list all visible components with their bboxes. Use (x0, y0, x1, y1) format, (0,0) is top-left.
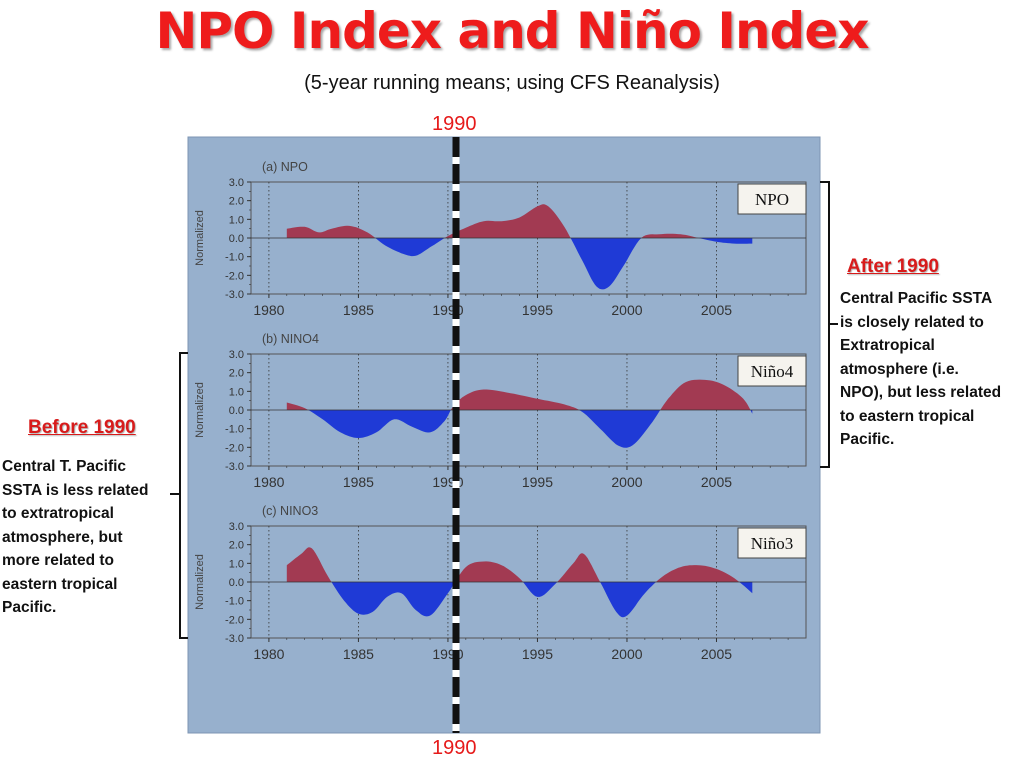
marker-year-label-bottom: 1990 (432, 737, 477, 759)
x-tick-label: 1980 (253, 474, 284, 490)
y-tick-label: 0.0 (229, 233, 244, 245)
negative-area (286, 410, 753, 448)
x-tick-label: 1980 (253, 302, 284, 318)
x-tick-label: 1985 (343, 646, 374, 662)
x-tick-label: 1980 (253, 646, 284, 662)
x-tick-label: 2005 (701, 302, 732, 318)
series-box-label: NPO (755, 190, 789, 209)
x-tick-label: 2000 (611, 646, 642, 662)
x-tick-label: 1985 (343, 302, 374, 318)
x-tick-label: 2000 (611, 474, 642, 490)
after-1990-text: Central Pacific SSTA is closely related … (840, 290, 1002, 448)
x-tick-label: 2005 (701, 474, 732, 490)
series-box (737, 355, 807, 387)
y-tick-label: 1.0 (229, 214, 244, 226)
y-tick-label: -2.0 (225, 270, 244, 282)
after-bracket (820, 181, 830, 468)
x-tick-label: 1985 (343, 474, 374, 490)
marker-year-label-top: 1990 (432, 113, 477, 135)
y-tick-label: -1.0 (225, 596, 244, 608)
negative-area (286, 238, 753, 290)
series-box (737, 527, 807, 559)
series-box (737, 183, 807, 215)
panel-label: (c) NINO3 (262, 504, 318, 518)
y-tick-label: -3.0 (225, 633, 244, 645)
x-tick-label: 2005 (701, 646, 732, 662)
x-tick-label: 1995 (522, 646, 553, 662)
negative-area (286, 582, 753, 618)
panel-label: (b) NINO4 (262, 332, 319, 346)
y-tick-label: 3.0 (229, 349, 244, 361)
positive-area (286, 204, 753, 238)
y-tick-label: 0.0 (229, 577, 244, 589)
before-bracket (179, 352, 188, 639)
panel-label: (a) NPO (262, 160, 308, 174)
positive-area (286, 547, 753, 582)
y-tick-label: 2.0 (229, 368, 244, 380)
y-tick-label: 3.0 (229, 521, 244, 533)
slide-subtitle: (5-year running means; using CFS Reanaly… (304, 72, 720, 94)
before-1990-text: Central T. Pacific SSTA is less related … (2, 458, 149, 616)
positive-area (286, 379, 753, 410)
y-tick-label: 1.0 (229, 558, 244, 570)
y-tick-label: 1.0 (229, 386, 244, 398)
y-axis-label: Normalized (194, 382, 206, 438)
y-tick-label: -3.0 (225, 289, 244, 301)
y-tick-label: -1.0 (225, 424, 244, 436)
y-tick-label: -2.0 (225, 614, 244, 626)
y-tick-label: 3.0 (229, 177, 244, 189)
y-tick-label: 2.0 (229, 540, 244, 552)
x-tick-label: 1995 (522, 474, 553, 490)
x-tick-label: 2000 (611, 302, 642, 318)
y-axis-label: Normalized (194, 210, 206, 266)
slide-title: NPO Index and Niño Index (155, 2, 870, 60)
y-tick-label: 2.0 (229, 196, 244, 208)
y-tick-label: 0.0 (229, 405, 244, 417)
y-tick-label: -2.0 (225, 442, 244, 454)
y-tick-label: -1.0 (225, 252, 244, 264)
after-1990-heading: After 1990 (847, 256, 939, 277)
y-tick-label: -3.0 (225, 461, 244, 473)
y-axis-label: Normalized (194, 554, 206, 610)
before-1990-heading: Before 1990 (28, 417, 136, 438)
series-box-label: Niño4 (751, 362, 794, 381)
series-box-label: Niño3 (751, 534, 794, 553)
x-tick-label: 1995 (522, 302, 553, 318)
